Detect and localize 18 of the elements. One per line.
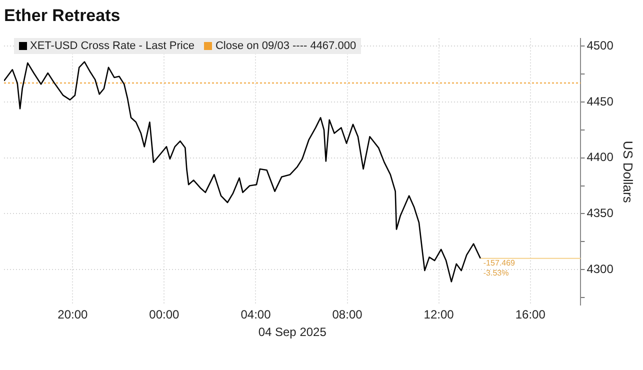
y-axis-title: US Dollars bbox=[620, 140, 636, 204]
y-tick-label: 4500 bbox=[586, 38, 614, 53]
x-tick-label: 12:00 bbox=[424, 308, 454, 322]
x-tick-label: 08:00 bbox=[332, 308, 363, 322]
y-tick-label: 4300 bbox=[586, 262, 614, 276]
x-tick-label: 16:00 bbox=[515, 308, 546, 322]
chart-title: Ether Retreats bbox=[4, 6, 120, 25]
y-tick-label: 4450 bbox=[586, 94, 614, 108]
y-tick-label: 4400 bbox=[586, 150, 614, 164]
x-tick-label: 00:00 bbox=[149, 308, 180, 322]
x-axis-title: 04 Sep 2025 bbox=[258, 325, 327, 340]
annotation: -3.53% bbox=[483, 268, 509, 278]
x-tick-label: 04:00 bbox=[240, 308, 272, 322]
y-tick-label: 4350 bbox=[586, 206, 614, 220]
x-tick-label: 20:00 bbox=[58, 308, 88, 322]
legend-label: Close on 09/03 ---- 4467.000 bbox=[215, 40, 356, 52]
annotation: -157.469 bbox=[483, 258, 516, 268]
legend-label: XET-USD Cross Rate - Last Price bbox=[30, 40, 194, 52]
